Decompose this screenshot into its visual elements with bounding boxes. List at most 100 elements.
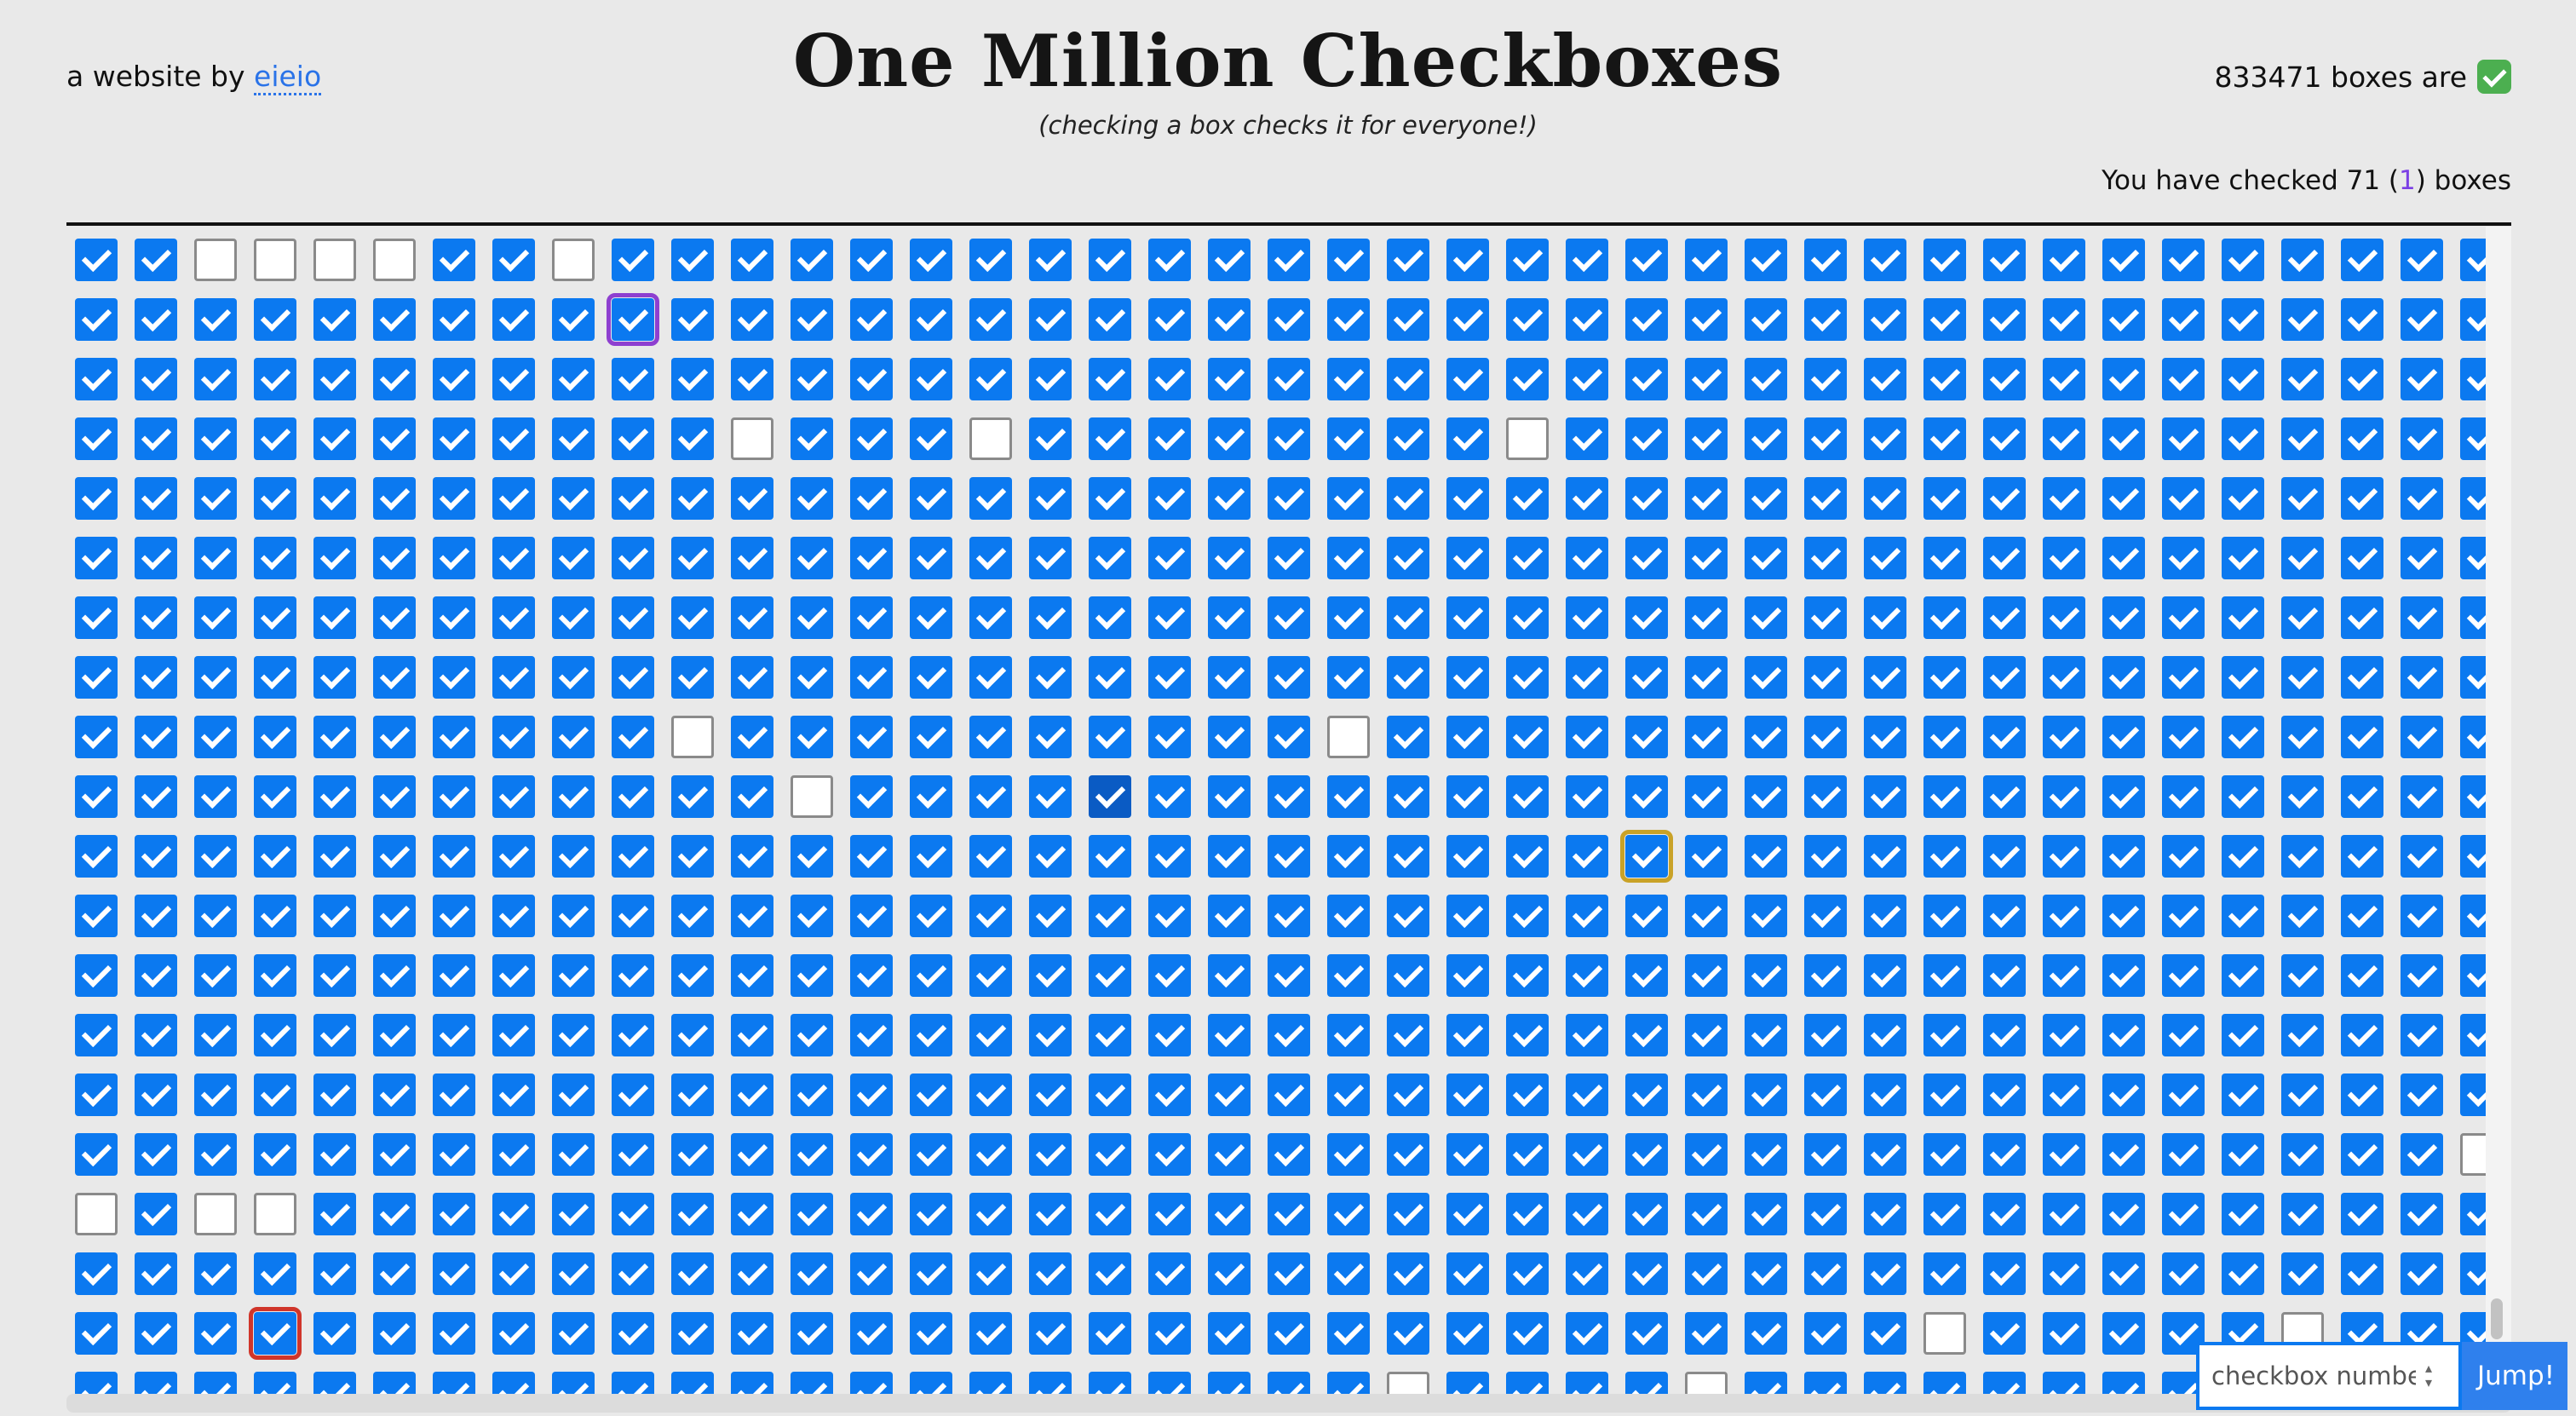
checkbox[interactable] [791, 417, 833, 460]
checkbox[interactable] [1506, 1074, 1549, 1116]
checkbox[interactable] [1685, 716, 1728, 758]
checkbox[interactable] [612, 596, 654, 639]
checkbox[interactable] [194, 537, 237, 579]
vertical-scrollbar[interactable] [2486, 227, 2511, 1394]
checkbox[interactable] [1029, 835, 1072, 878]
checkbox[interactable] [1506, 298, 1549, 341]
checkbox[interactable] [969, 1074, 1012, 1116]
checkbox[interactable] [1864, 656, 1906, 699]
checkbox[interactable] [2222, 895, 2264, 937]
checkbox[interactable] [1685, 1133, 1728, 1176]
checkbox[interactable] [1685, 1074, 1728, 1116]
checkbox[interactable] [2102, 298, 2145, 341]
checkbox[interactable] [2401, 895, 2443, 937]
checkbox[interactable] [969, 1193, 1012, 1235]
checkbox[interactable] [2460, 596, 2486, 639]
checkbox[interactable] [313, 656, 356, 699]
checkbox[interactable] [2162, 1133, 2205, 1176]
checkbox[interactable] [254, 239, 296, 281]
checkbox[interactable] [313, 298, 356, 341]
checkbox[interactable] [254, 477, 296, 520]
checkbox[interactable] [910, 477, 952, 520]
checkbox[interactable] [2341, 537, 2383, 579]
checkbox[interactable] [1506, 239, 1549, 281]
checkbox[interactable] [1327, 298, 1370, 341]
checkbox[interactable] [1089, 1312, 1131, 1355]
checkbox[interactable] [1387, 1193, 1429, 1235]
checkbox[interactable] [1923, 954, 1966, 997]
checkbox[interactable] [1804, 716, 1847, 758]
checkbox[interactable] [2281, 298, 2324, 341]
checkbox[interactable] [791, 1372, 833, 1394]
checkbox[interactable] [1685, 1252, 1728, 1295]
checkbox[interactable] [1506, 656, 1549, 699]
checkbox[interactable] [791, 1312, 833, 1355]
checkbox[interactable] [135, 1252, 177, 1295]
number-spinner-icon[interactable]: ▴ ▾ [2424, 1360, 2433, 1390]
checkbox[interactable] [1983, 298, 2026, 341]
checkbox[interactable] [433, 596, 475, 639]
checkbox[interactable] [313, 1312, 356, 1355]
checkbox[interactable] [1268, 1312, 1310, 1355]
checkbox[interactable] [2162, 477, 2205, 520]
checkbox[interactable] [2222, 596, 2264, 639]
checkbox[interactable] [731, 1252, 773, 1295]
checkbox[interactable] [1268, 1074, 1310, 1116]
checkbox[interactable] [1566, 1014, 1608, 1056]
checkbox[interactable] [2043, 1133, 2085, 1176]
checkbox[interactable] [1506, 1133, 1549, 1176]
checkbox[interactable] [373, 1014, 416, 1056]
checkbox[interactable] [1625, 298, 1668, 341]
checkbox[interactable] [194, 1252, 237, 1295]
checkbox[interactable] [1685, 835, 1728, 878]
checkbox[interactable] [1089, 358, 1131, 400]
checkbox[interactable] [1625, 239, 1668, 281]
checkbox[interactable] [2281, 1193, 2324, 1235]
checkbox[interactable] [910, 1372, 952, 1394]
checkbox[interactable] [1446, 417, 1489, 460]
checkbox[interactable] [254, 954, 296, 997]
checkbox[interactable] [2281, 417, 2324, 460]
checkbox[interactable] [2043, 1312, 2085, 1355]
checkbox[interactable] [2341, 358, 2383, 400]
checkbox[interactable] [1089, 656, 1131, 699]
checkbox[interactable] [135, 895, 177, 937]
checkbox[interactable] [2043, 954, 2085, 997]
checkbox[interactable] [433, 716, 475, 758]
checkbox[interactable] [671, 835, 714, 878]
checkbox[interactable] [910, 1252, 952, 1295]
checkbox[interactable] [969, 954, 1012, 997]
checkbox[interactable] [1446, 537, 1489, 579]
checkbox[interactable] [2222, 835, 2264, 878]
checkbox[interactable] [1804, 954, 1847, 997]
checkbox[interactable] [1029, 895, 1072, 937]
checkbox[interactable] [1446, 1014, 1489, 1056]
checkbox[interactable] [1387, 358, 1429, 400]
checkbox[interactable] [1029, 656, 1072, 699]
checkbox[interactable] [1923, 537, 1966, 579]
checkbox[interactable] [135, 298, 177, 341]
checkbox[interactable] [850, 596, 893, 639]
checkbox[interactable] [1685, 537, 1728, 579]
checkbox[interactable] [2401, 298, 2443, 341]
checkbox[interactable] [373, 537, 416, 579]
checkbox[interactable] [1864, 596, 1906, 639]
checkbox[interactable] [373, 895, 416, 937]
checkbox[interactable] [2401, 477, 2443, 520]
checkbox[interactable] [1089, 954, 1131, 997]
checkbox[interactable] [1804, 1372, 1847, 1394]
checkbox[interactable] [1566, 596, 1608, 639]
checkbox[interactable] [612, 1133, 654, 1176]
checkbox[interactable] [1327, 358, 1370, 400]
checkbox[interactable] [2162, 298, 2205, 341]
checkbox[interactable] [1506, 477, 1549, 520]
checkbox[interactable] [850, 716, 893, 758]
checkbox[interactable] [910, 954, 952, 997]
checkbox[interactable] [2102, 775, 2145, 818]
checkbox[interactable] [2222, 1252, 2264, 1295]
checkbox[interactable] [1625, 1252, 1668, 1295]
checkbox[interactable] [731, 537, 773, 579]
checkbox[interactable] [2162, 1074, 2205, 1116]
checkbox[interactable] [2102, 596, 2145, 639]
checkbox[interactable] [1685, 1014, 1728, 1056]
